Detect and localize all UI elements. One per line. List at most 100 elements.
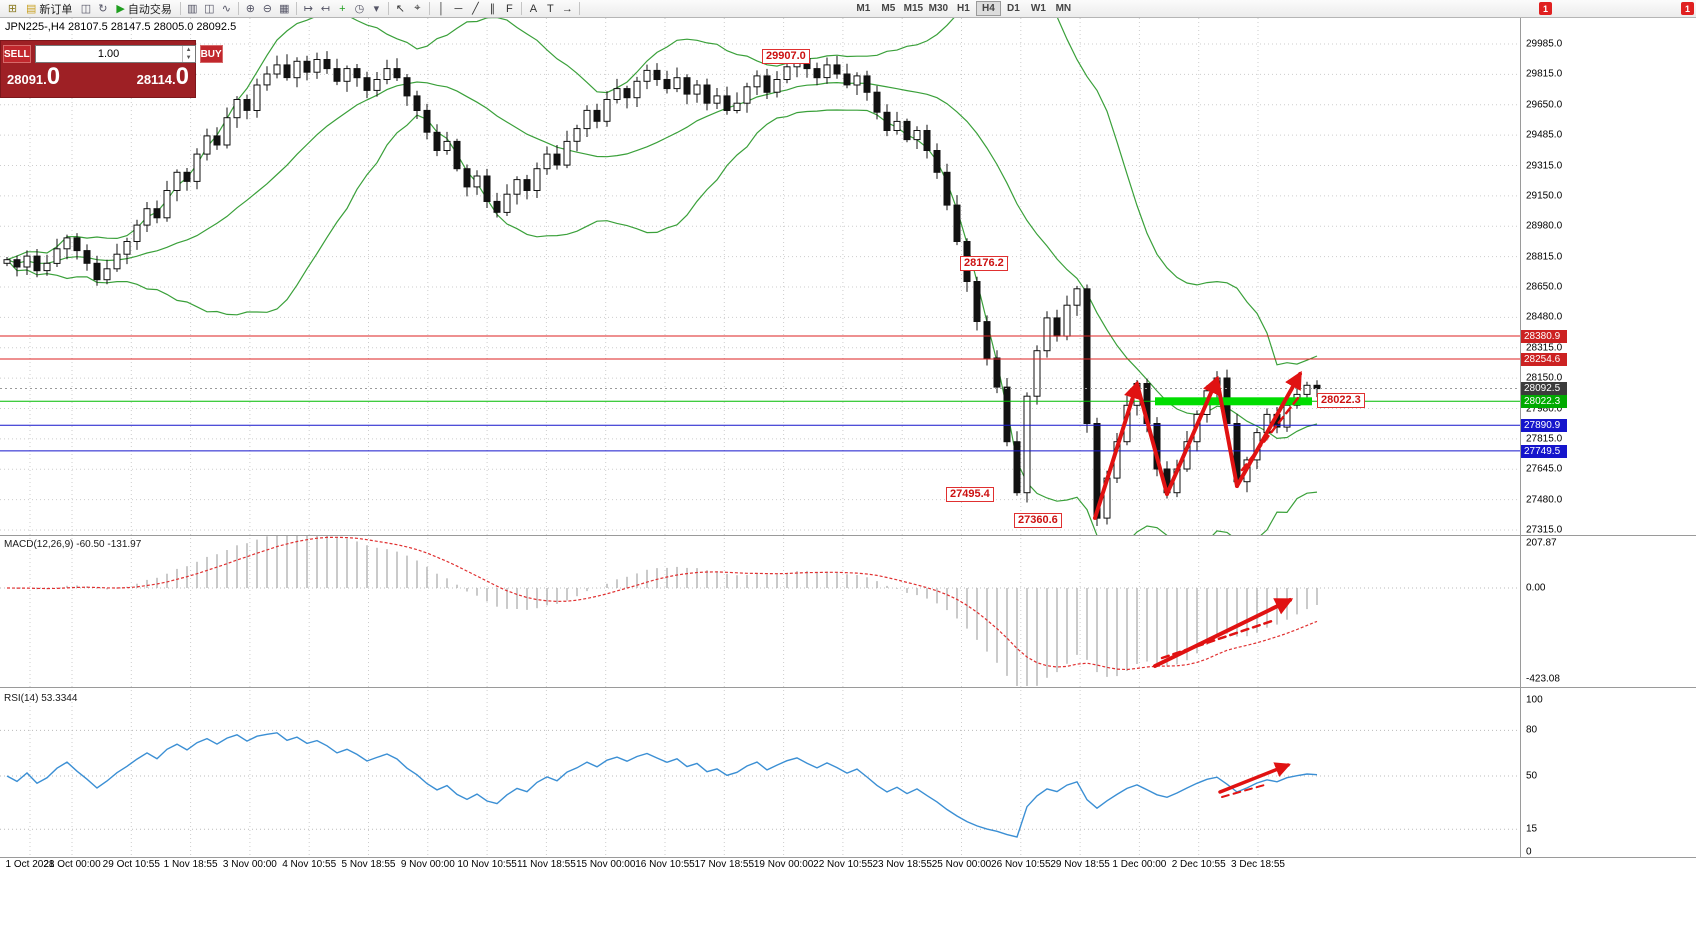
zigzag-segment[interactable] (1093, 380, 1142, 520)
candlestick-chart-icon[interactable]: ◫ (204, 3, 215, 15)
time-axis-label: 1 Nov 18:55 (163, 859, 218, 870)
autotrade-button[interactable]: ▶ 自动交易 (111, 1, 176, 16)
line-chart-icon[interactable]: ∿ (221, 3, 231, 15)
volume-stepper: ▲ ▼ (181, 46, 195, 62)
macd-dashed-line[interactable] (1160, 619, 1274, 660)
rsi-axis-label: 15 (1526, 823, 1538, 835)
text-icon[interactable]: A (529, 2, 538, 15)
toolbar-separator (428, 2, 430, 15)
auto-scroll-icon[interactable]: ↦ (303, 3, 313, 15)
price-axis-label: 28815.0 (1526, 251, 1563, 263)
support-zone-bar[interactable] (1155, 397, 1312, 406)
chart-price-label-29907.0[interactable]: 29907.0 (762, 49, 810, 64)
main-dashed-line[interactable] (1240, 396, 1300, 472)
chart-shift-icon[interactable]: ↤ (320, 3, 330, 15)
time-axis-label: 2 Dec 10:55 (1171, 859, 1226, 870)
buy-price-main: 28114. (136, 72, 176, 87)
price-axis-label: 27645.0 (1526, 463, 1563, 475)
toolbar-separator (237, 2, 239, 15)
macd-axis-label: -423.08 (1526, 673, 1560, 685)
time-axis-label: 3 Nov 00:00 (222, 859, 277, 870)
rsi-dashed-line[interactable] (1221, 783, 1269, 798)
pane-separator-rsi[interactable] (0, 687, 1696, 688)
time-axis-label: 15 Nov 00:00 (575, 859, 636, 870)
timeframe-h1-button[interactable]: H1 (956, 3, 970, 14)
chart-price-label-27360.6[interactable]: 27360.6 (1014, 513, 1062, 528)
arrows-icon[interactable]: → (561, 2, 573, 15)
trend-arrows-layer (1093, 370, 1302, 798)
zigzag-segment[interactable] (1235, 370, 1302, 488)
macd-histogram (16, 536, 1318, 686)
channel-icon[interactable]: ∥ (489, 3, 496, 15)
rsi-trend-arrow[interactable] (1218, 762, 1291, 794)
time-axis-label: 25 Nov 00:00 (931, 859, 992, 870)
sell-price-main: 28091. (7, 72, 47, 87)
autotrade-icon: ▶ (116, 3, 125, 15)
templates-icon[interactable]: ▾ (373, 3, 380, 15)
time-axis-label: 17 Nov 18:55 (694, 859, 755, 870)
macd-trend-arrow[interactable] (1153, 598, 1294, 668)
buy-price[interactable]: 28114. 0 (136, 65, 189, 89)
bollinger-lower-band (6, 109, 1318, 535)
toolbar-separator (578, 2, 580, 15)
sell-price[interactable]: 28091. 0 (7, 65, 60, 89)
notification-badge[interactable]: 1 (1539, 2, 1552, 15)
refresh-icon[interactable]: ↻ (98, 3, 108, 15)
chart-windows-icon[interactable]: ◫ (80, 3, 92, 15)
chart-price-label-28176.2[interactable]: 28176.2 (960, 256, 1008, 271)
chart-price-label-28022.3[interactable]: 28022.3 (1317, 393, 1365, 408)
volume-up-icon[interactable]: ▲ (185, 47, 192, 53)
grid-icon[interactable]: ▦ (279, 3, 290, 15)
volume-input[interactable] (35, 47, 182, 61)
fibonacci-icon[interactable]: F (506, 2, 513, 15)
zigzag-segment[interactable] (1165, 375, 1220, 496)
time-axis-label: 5 Nov 18:55 (341, 859, 396, 870)
notification-badge[interactable]: 1 (1681, 2, 1694, 15)
new-chart-icon[interactable]: ⊞ (7, 3, 18, 15)
chart-price-label-27495.4[interactable]: 27495.4 (946, 487, 994, 502)
vertical-line-icon[interactable]: │ (437, 2, 445, 15)
toolbar-separator (520, 2, 522, 15)
buy-button[interactable]: BUY (199, 45, 223, 63)
pane-separator-macd[interactable] (0, 535, 1696, 536)
volume-down-icon[interactable]: ▼ (185, 55, 192, 61)
zigzag-segment[interactable] (1215, 377, 1239, 488)
price-axis-line (1520, 18, 1521, 857)
zoom-in-icon[interactable]: ⊕ (245, 3, 255, 15)
timeframe-m30-button[interactable]: M30 (928, 3, 949, 14)
time-axis-label: 29 Oct 10:55 (102, 859, 160, 870)
zigzag-segment[interactable] (1135, 382, 1169, 496)
timeframe-m5-button[interactable]: M5 (881, 3, 896, 14)
autotrade-button-label: 自动交易 (127, 3, 172, 16)
time-axis-label: 26 Nov 10:55 (991, 859, 1051, 870)
time-axis-label: 1 Dec 00:00 (1112, 859, 1167, 870)
sell-button[interactable]: SELL (3, 45, 31, 63)
indicators-icon[interactable]: + (339, 2, 346, 15)
zoom-out-icon[interactable]: ⊖ (262, 3, 272, 15)
timeframe-m1-button[interactable]: M1 (856, 3, 871, 14)
text-label-icon[interactable]: T (547, 2, 554, 15)
price-tag-28092.5: 28092.5 (1521, 382, 1567, 396)
cursor-icon[interactable]: ↖ (395, 3, 405, 15)
horizontal-line-icon[interactable]: ─ (454, 2, 463, 15)
periods-icon[interactable]: ◷ (354, 3, 365, 15)
timeframe-w1-button[interactable]: W1 (1030, 3, 1046, 14)
timeframe-d1-button[interactable]: D1 (1006, 3, 1020, 14)
trendline-icon[interactable]: ╱ (472, 3, 479, 15)
new-order-button[interactable]: ▤ 新订单 (21, 1, 77, 16)
price-axis-label: 29650.0 (1526, 99, 1563, 111)
macd-pane (0, 536, 1520, 686)
toolbar-separator (387, 2, 389, 15)
price-axis-label: 27315.0 (1526, 524, 1563, 536)
timeframe-h4-button[interactable]: H4 (975, 1, 1001, 16)
horizontal-lines-layer (0, 335, 1520, 452)
time-axis-label: 23 Nov 18:55 (872, 859, 932, 870)
rsi-axis-label: 50 (1526, 770, 1538, 782)
crosshair-icon[interactable]: ⌖ (414, 2, 421, 14)
bar-chart-icon[interactable]: ▥ (187, 3, 198, 15)
new-order-button-label: 新订单 (39, 3, 73, 16)
timeframe-m15-button[interactable]: M15 (903, 3, 924, 14)
timeframe-mn-button[interactable]: MN (1055, 3, 1072, 14)
time-axis-label: 22 Nov 10:55 (813, 859, 873, 870)
